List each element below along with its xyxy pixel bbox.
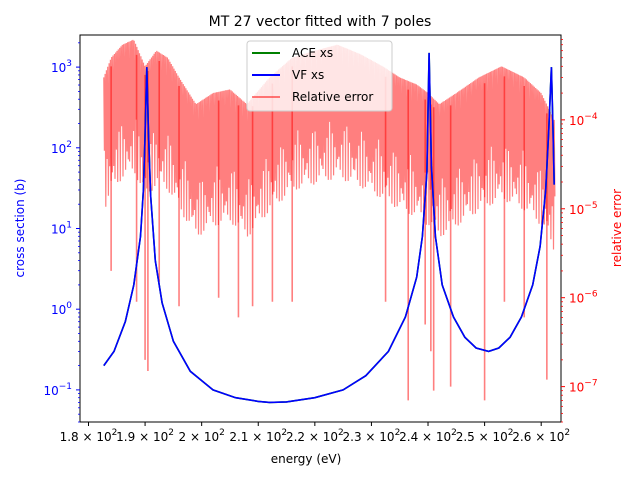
x-tick-label-8: 2.6 × 102 [512, 428, 570, 444]
plot-area [103, 39, 556, 404]
x-tick-label-7: 2.5 × 102 [456, 428, 514, 444]
y-left-tick-label-3: 102 [51, 140, 72, 156]
series-vf-xs [103, 52, 555, 404]
legend-label-vf: VF xs [292, 68, 324, 82]
x-tick-label-5: 2.3 × 102 [343, 428, 401, 444]
y-right-tick-label-3: 10−4 [569, 112, 598, 128]
y-right-tick-label-1: 10−6 [569, 290, 598, 306]
y-left-tick-label-2: 101 [51, 221, 72, 237]
x-axis-label: energy (eV) [271, 452, 342, 466]
y-left-tick-label-0: 10−1 [43, 382, 72, 398]
legend-label-ace: ACE xs [292, 46, 333, 60]
x-tick-label-1: 1.9 × 102 [116, 428, 174, 444]
x-tick-label-3: 2.1 × 102 [229, 428, 287, 444]
x-tick-label-0: 1.8 × 102 [60, 428, 118, 444]
legend: ACE xs VF xs Relative error [246, 40, 393, 112]
y-left-tick-label-1: 100 [51, 301, 72, 317]
x-tick-label-2: 2 × 102 [179, 428, 225, 444]
legend-box [246, 40, 393, 112]
y-left-tick-label-4: 103 [51, 59, 72, 75]
y-axis-right-label: relative error [610, 189, 624, 267]
x-tick-label-6: 2.4 × 102 [399, 428, 457, 444]
y-right-tick-label-2: 10−5 [569, 201, 598, 217]
legend-label-error: Relative error [292, 90, 373, 104]
x-tick-label-4: 2.2 × 102 [286, 428, 344, 444]
y-axis-left-label: cross section (b) [13, 179, 27, 278]
y-right-tick-label-0: 10−7 [569, 379, 598, 395]
chart-title: MT 27 vector fitted with 7 poles [209, 14, 432, 30]
